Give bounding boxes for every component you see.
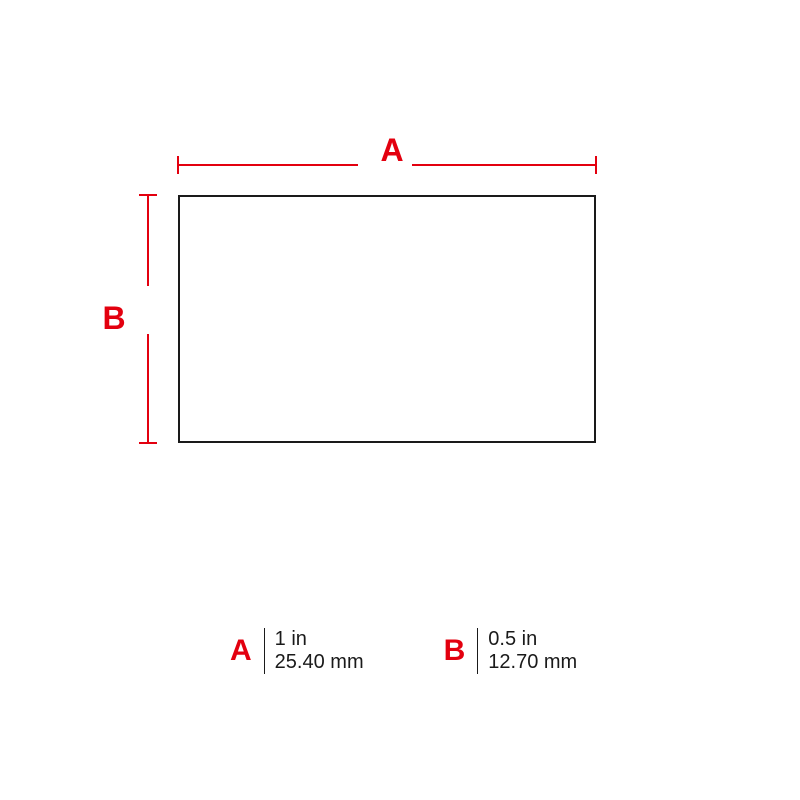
- dimension-a-label: A: [372, 132, 412, 169]
- dimension-b-line: [135, 191, 161, 447]
- label-rectangle: [178, 195, 596, 443]
- legend-item-b: B 0.5 in 12.70 mm: [444, 628, 578, 674]
- legend-values-a: 1 in 25.40 mm: [265, 628, 364, 674]
- legend-b-mm: 12.70 mm: [488, 651, 577, 674]
- dimension-b-label: B: [94, 300, 134, 337]
- dimension-legend: A 1 in 25.40 mm B 0.5 in 12.70 mm: [230, 628, 577, 674]
- diagram-canvas: A B A 1 in 25.40 mm B 0.5 in 12.70 mm: [0, 0, 800, 800]
- legend-letter-a: A: [230, 634, 264, 668]
- legend-a-mm: 25.40 mm: [275, 651, 364, 674]
- legend-values-b: 0.5 in 12.70 mm: [478, 628, 577, 674]
- legend-letter-b: B: [444, 634, 478, 668]
- legend-item-a: A 1 in 25.40 mm: [230, 628, 364, 674]
- legend-b-inches: 0.5 in: [488, 628, 577, 651]
- legend-a-inches: 1 in: [275, 628, 364, 651]
